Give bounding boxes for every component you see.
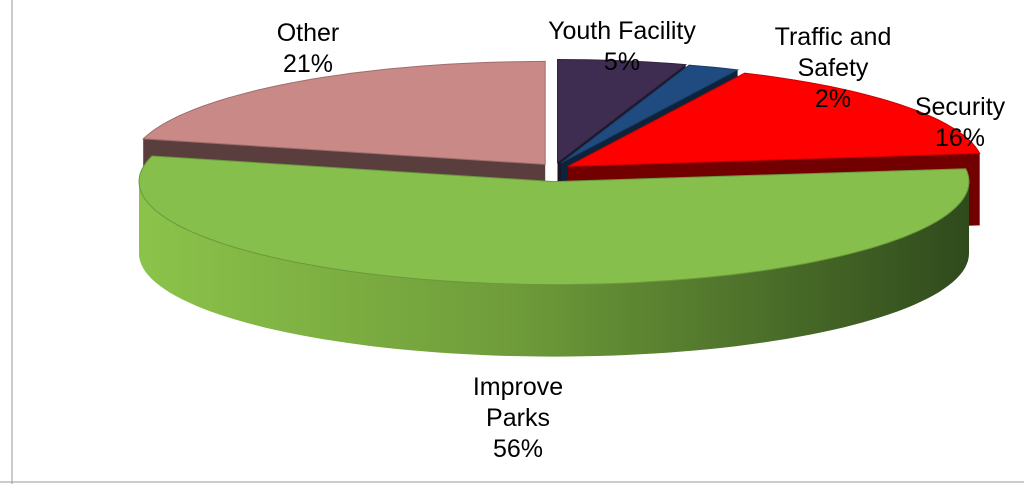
slice-label: Traffic and Safety 2% bbox=[758, 22, 908, 115]
slice-value: 16% bbox=[934, 124, 986, 152]
slice bbox=[138, 155, 970, 286]
slice-label: Other 21% bbox=[248, 18, 368, 80]
slice-name: Other bbox=[276, 19, 340, 47]
slice-side bbox=[139, 181, 969, 357]
slice bbox=[557, 58, 688, 164]
slice-value: 56% bbox=[492, 435, 544, 463]
slice-name: Traffic and Safety bbox=[774, 23, 892, 82]
slice-label: Improve Parks 56% bbox=[458, 372, 578, 465]
slice bbox=[560, 64, 740, 164]
slice bbox=[567, 72, 981, 167]
slice bbox=[141, 60, 546, 165]
slice-value: 21% bbox=[282, 50, 334, 78]
slice-name: Improve Parks bbox=[472, 373, 564, 432]
slice-name: Youth Facility bbox=[548, 17, 696, 45]
slice-name: Security bbox=[914, 93, 1006, 121]
slice-value: 5% bbox=[603, 48, 641, 76]
slice-value: 2% bbox=[814, 85, 852, 113]
slice-label: Youth Facility 5% bbox=[512, 16, 732, 78]
slice-label: Security 16% bbox=[895, 92, 1024, 154]
